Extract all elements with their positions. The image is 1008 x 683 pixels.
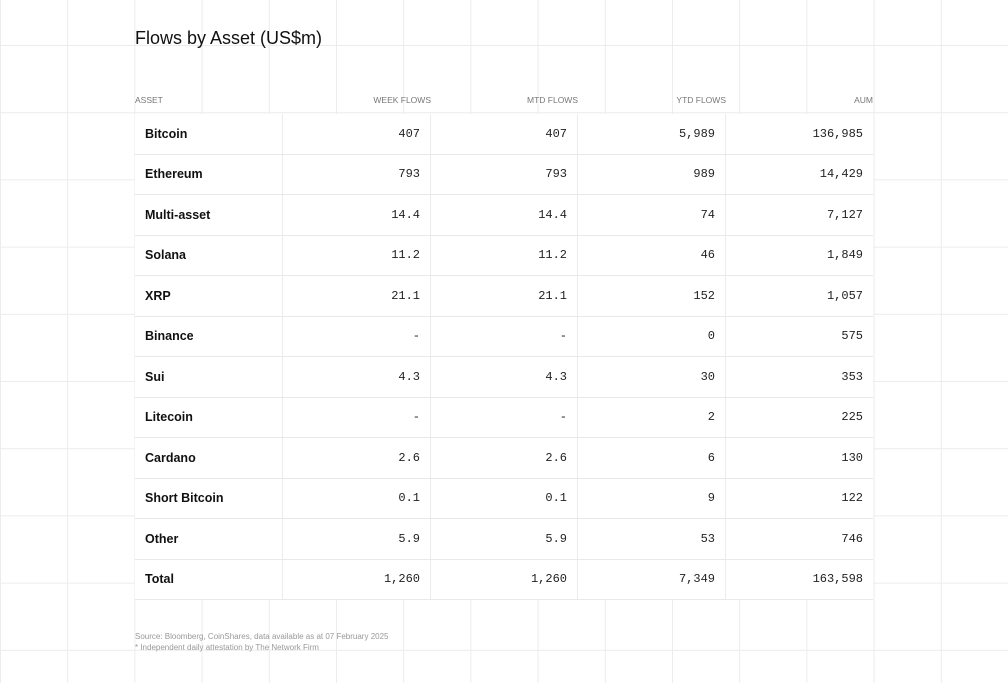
cell-value: 4.3 (283, 357, 431, 397)
note: Source: Bloomberg, CoinShares, data avai… (135, 632, 389, 641)
table-row: XRP 21.1 21.1 152 1,057 (135, 276, 873, 317)
cell-value: 53 (578, 519, 726, 559)
cell-value: 793 (283, 154, 431, 194)
cell-value: 989 (578, 154, 726, 194)
cell-value: 163,598 (812, 572, 863, 587)
asset-name: Multi-asset (135, 195, 283, 235)
cell-value: 746 (841, 531, 863, 546)
cell-value: 130 (841, 450, 863, 465)
cell-value: 7,127 (826, 207, 863, 222)
cell-value: 0.1 (283, 478, 431, 518)
cell-value: - (431, 316, 578, 356)
cell-value: 1,849 (826, 248, 863, 263)
asset-name: Bitcoin (135, 114, 283, 154)
cell-value: 11.2 (283, 235, 431, 275)
cell-value: 6 (578, 438, 726, 478)
cell-value: 74 (578, 195, 726, 235)
cell-value: 0.1 (431, 478, 578, 518)
cell-value: 30 (578, 357, 726, 397)
title: Flows by Asset (US$m) (135, 28, 323, 48)
header-row: ASSET WEEK FLOWS MTD FLOWS YTD FLOWS AUM (135, 86, 873, 114)
cell-value: 353 (841, 369, 863, 384)
cell-value: 793 (431, 154, 578, 194)
cell-value: 21.1 (283, 276, 431, 316)
cell-value: 21.1 (431, 276, 578, 316)
cell-value: 407 (431, 114, 578, 154)
asset-name: Ethereum (135, 154, 283, 194)
asset-name: Litecoin (135, 397, 283, 437)
note: * Independent daily attestation by The N… (135, 642, 319, 652)
table-row: Cardano 2.6 2.6 6 130 (135, 438, 873, 479)
asset-name: XRP (135, 276, 283, 316)
cell-value: 5,989 (578, 114, 726, 154)
cell-value: 2.6 (283, 438, 431, 478)
table-row: Short Bitcoin 0.1 0.1 9 122 (135, 478, 873, 519)
asset-name: Total (135, 559, 283, 599)
cell-value: 152 (578, 276, 726, 316)
cell-value: 1,260 (431, 559, 578, 599)
column-header: MTD FLOWS (527, 95, 578, 105)
asset-name: Other (135, 519, 283, 559)
cell-value: 5.9 (283, 519, 431, 559)
table-row: Ethereum 793 793 989 14,429 (135, 154, 873, 195)
cell-value: 407 (283, 114, 431, 154)
table-row: Solana 11.2 11.2 46 1,849 (135, 235, 873, 276)
column-header: WEEK FLOWS (373, 95, 431, 105)
table-row: Bitcoin 407 407 5,989 136,985 (135, 114, 873, 155)
cell-value: - (283, 397, 431, 437)
column-header: ASSET (135, 95, 163, 105)
cell-value: 14,429 (819, 167, 863, 182)
flows-table: ASSET WEEK FLOWS MTD FLOWS YTD FLOWS AUM Bitc… (135, 86, 873, 600)
cell-value: 5.9 (431, 519, 578, 559)
cell-value: 46 (578, 235, 726, 275)
asset-name: Solana (135, 235, 283, 275)
notes: Source: Bloomberg, CoinShares, data avai… (135, 632, 388, 653)
cell-value: 2.6 (431, 438, 578, 478)
cell-value: - (283, 316, 431, 356)
cell-value: 136,985 (812, 126, 863, 141)
cell-value: 575 (841, 329, 863, 344)
cell-value: 122 (841, 491, 863, 506)
cell-value: 11.2 (431, 235, 578, 275)
cell-value: 14.4 (283, 195, 431, 235)
cell-value: 2 (578, 397, 726, 437)
cell-value: 4.3 (431, 357, 578, 397)
table-row: Binance - -0 575 (135, 316, 873, 357)
column-header: YTD FLOWS (676, 95, 726, 105)
table-row: Sui 4.3 4.3 30 353 (135, 357, 873, 398)
asset-name: Short Bitcoin (135, 478, 283, 518)
table-row: Litecoin - -2 225 (135, 397, 873, 438)
cell-value: - (431, 397, 578, 437)
cell-value: 1,057 (826, 288, 863, 303)
cell-value: 0 (578, 316, 726, 356)
cell-value: 9 (578, 478, 726, 518)
column-header: AUM (854, 95, 873, 105)
cell-value: 14.4 (431, 195, 578, 235)
table-row: Multi-asset 14.4 14.4 74 7,127 (135, 195, 873, 236)
table-row: Other 5.9 5.9 53 746 (135, 519, 873, 560)
cell-value: 1,260 (283, 559, 431, 599)
asset-name: Cardano (135, 438, 283, 478)
asset-name: Binance (135, 316, 283, 356)
cell-value: 225 (841, 410, 863, 425)
asset-name: Sui (135, 357, 283, 397)
table-row: Total 1,260 1,260 7,349 163,598 (135, 559, 873, 600)
cell-value: 7,349 (578, 559, 726, 599)
